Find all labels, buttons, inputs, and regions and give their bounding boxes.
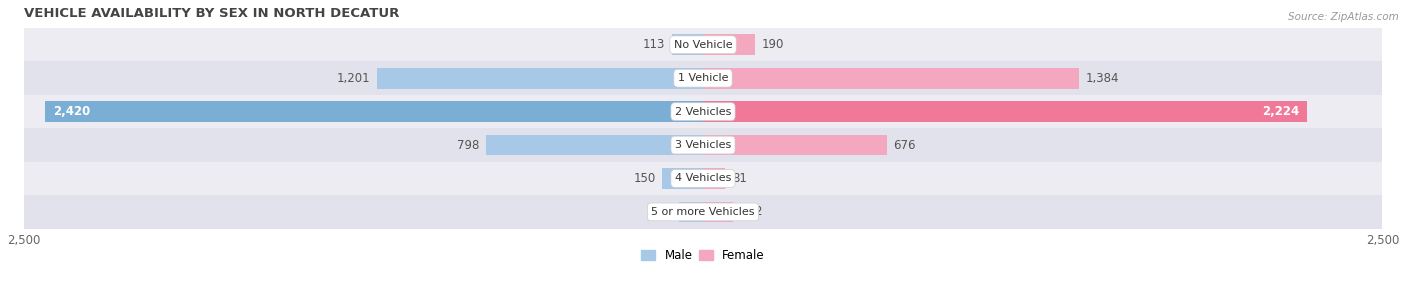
Bar xyxy=(486,135,703,155)
Bar xyxy=(703,101,1308,122)
Text: No Vehicle: No Vehicle xyxy=(673,40,733,50)
Bar xyxy=(24,28,1382,62)
Text: 2 Vehicles: 2 Vehicles xyxy=(675,106,731,117)
Legend: Male, Female: Male, Female xyxy=(637,244,769,267)
Bar xyxy=(45,101,703,122)
Text: 113: 113 xyxy=(643,38,665,51)
Text: 2,224: 2,224 xyxy=(1263,105,1299,118)
Bar xyxy=(662,168,703,189)
Text: 1 Vehicle: 1 Vehicle xyxy=(678,73,728,83)
Bar xyxy=(703,168,725,189)
Bar xyxy=(703,34,755,55)
Text: 798: 798 xyxy=(457,139,479,151)
Text: 1,384: 1,384 xyxy=(1085,72,1119,85)
Text: VEHICLE AVAILABILITY BY SEX IN NORTH DECATUR: VEHICLE AVAILABILITY BY SEX IN NORTH DEC… xyxy=(24,7,399,20)
Text: 676: 676 xyxy=(893,139,915,151)
Bar xyxy=(24,62,1382,95)
Text: 4 Vehicles: 4 Vehicles xyxy=(675,174,731,184)
Text: 2,420: 2,420 xyxy=(53,105,91,118)
Text: 3 Vehicles: 3 Vehicles xyxy=(675,140,731,150)
Text: 81: 81 xyxy=(731,172,747,185)
Text: 150: 150 xyxy=(633,172,655,185)
Bar xyxy=(24,128,1382,162)
Bar xyxy=(24,195,1382,229)
Bar xyxy=(672,34,703,55)
Text: 5 or more Vehicles: 5 or more Vehicles xyxy=(651,207,755,217)
Text: 1,201: 1,201 xyxy=(336,72,370,85)
Bar xyxy=(703,135,887,155)
Bar xyxy=(377,68,703,88)
Text: 89: 89 xyxy=(657,205,672,218)
Bar xyxy=(24,162,1382,195)
Bar xyxy=(703,68,1078,88)
Text: 112: 112 xyxy=(740,205,762,218)
Text: Source: ZipAtlas.com: Source: ZipAtlas.com xyxy=(1288,12,1399,22)
Text: 190: 190 xyxy=(762,38,783,51)
Bar xyxy=(679,202,703,222)
Bar xyxy=(24,95,1382,128)
Bar xyxy=(703,202,734,222)
